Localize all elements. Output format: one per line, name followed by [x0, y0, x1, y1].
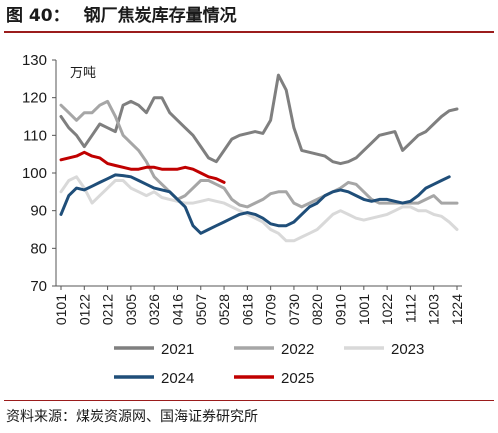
x-tick-label: 0212 [100, 294, 116, 325]
x-tick-label: 0416 [169, 294, 185, 325]
series-line-2023 [59, 175, 459, 243]
x-tick-label: 0507 [193, 294, 209, 325]
y-tick-label: 80 [30, 240, 47, 257]
legend: 2021 2022 2023 2024 2025 [114, 341, 424, 387]
figure-title-text: 钢厂焦炭库存量情况 [83, 6, 237, 26]
x-tick-label: 1224 [449, 294, 465, 325]
x-tick-label: 1022 [379, 294, 395, 325]
x-tick-label: 0528 [216, 294, 232, 325]
y-tick-label: 120 [22, 90, 47, 107]
legend-label-2025: 2025 [281, 370, 314, 387]
legend-label-2021: 2021 [161, 341, 194, 358]
x-tick-label: 0122 [76, 294, 92, 325]
series-line-2022 [59, 99, 459, 209]
y-tick-label: 90 [30, 203, 47, 220]
figure-title: 图 40： 钢厂焦炭库存量情况 [6, 4, 237, 28]
legend-label-2022: 2022 [281, 341, 314, 358]
series-line-2021 [59, 73, 459, 166]
x-tick-label: 1203 [426, 294, 442, 325]
x-tick-label: 0618 [239, 294, 255, 325]
x-tick-label: 0101 [53, 294, 69, 325]
series-layer [59, 73, 459, 243]
coke-inventory-line-chart: 70 80 90 100 110 120 130 0101 0122 0212 0305 0326 04… [22, 52, 465, 387]
x-tick-label: 0326 [146, 294, 162, 325]
source-divider [4, 400, 494, 401]
series-line-2025 [59, 150, 226, 184]
legend-label-2024: 2024 [161, 370, 194, 387]
x-tick-label: 0730 [286, 294, 302, 325]
y-tick-label: 100 [22, 165, 47, 182]
x-tick-label: 0910 [333, 294, 349, 325]
x-tick-label: 0305 [123, 294, 139, 325]
y-tick-label: 130 [22, 52, 47, 69]
unit-label: 万吨 [70, 65, 96, 80]
figure-label: 图 40： [6, 6, 70, 26]
source-note: 资料来源：煤炭资源网、国海证券研究所 [6, 409, 258, 425]
y-tick-label: 110 [23, 127, 47, 144]
x-tick-label: 1001 [356, 294, 372, 325]
axes: 70 80 90 100 110 120 130 0101 0122 0212 0305 0326 04… [22, 52, 465, 325]
series-line-2024 [59, 173, 451, 235]
x-tick-label: 0820 [309, 294, 325, 325]
x-tick-label: 0709 [263, 294, 279, 325]
x-tick-label: 1112 [402, 294, 418, 323]
y-tick-label: 70 [30, 278, 47, 295]
legend-label-2023: 2023 [391, 341, 424, 358]
title-divider [4, 31, 494, 33]
